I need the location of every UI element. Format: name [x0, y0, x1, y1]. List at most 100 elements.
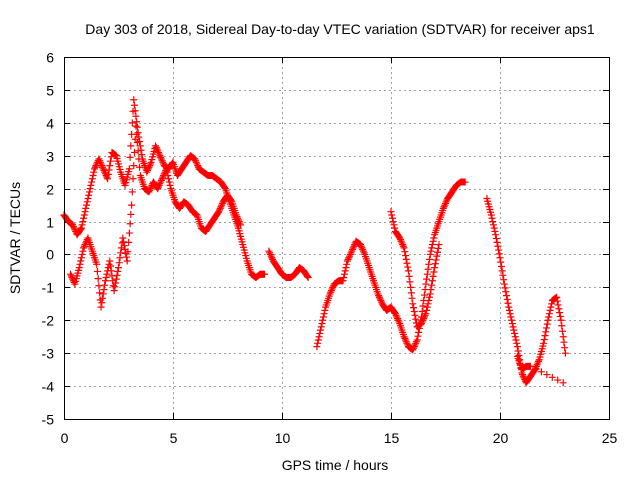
- data-point: [130, 148, 138, 156]
- data-point: [155, 150, 163, 158]
- data-point: [344, 255, 352, 263]
- data-point: [540, 339, 548, 347]
- data-point: [403, 259, 411, 267]
- data-point: [80, 214, 88, 222]
- data-point: [144, 167, 152, 175]
- data-point: [237, 221, 245, 229]
- data-point: [502, 288, 510, 296]
- data-point: [84, 195, 92, 203]
- plot-frame: [64, 57, 610, 420]
- y-tick-label: 0: [46, 247, 54, 263]
- data-point: [348, 247, 356, 255]
- data-point: [500, 280, 508, 288]
- data-point: [215, 208, 223, 216]
- data-point: [146, 160, 154, 168]
- data-point: [267, 252, 275, 260]
- data-point: [314, 336, 322, 344]
- data-point: [429, 237, 437, 245]
- data-point: [427, 247, 435, 255]
- data-point: [489, 221, 497, 229]
- data-point: [423, 306, 431, 314]
- data-point: [543, 324, 551, 332]
- data-point: [510, 326, 518, 334]
- data-point: [555, 305, 563, 313]
- data-point: [104, 170, 112, 178]
- data-point: [432, 256, 440, 264]
- data-point: [412, 338, 420, 346]
- y-tick-label: 5: [46, 83, 54, 99]
- data-point: [120, 242, 128, 250]
- data-point: [548, 373, 556, 381]
- data-point: [410, 344, 418, 352]
- data-point: [488, 214, 496, 222]
- series-branch-7: [513, 352, 567, 387]
- data-point: [399, 241, 407, 249]
- data-point: [99, 165, 107, 173]
- data-point: [130, 96, 138, 104]
- data-point: [266, 250, 274, 258]
- data-point: [492, 231, 500, 239]
- data-point: [134, 129, 142, 137]
- data-point: [504, 299, 512, 307]
- data-point: [407, 283, 415, 291]
- data-point: [114, 267, 122, 275]
- data-point: [404, 263, 412, 271]
- data-point: [135, 155, 143, 163]
- data-point: [400, 333, 408, 341]
- data-point: [505, 303, 513, 311]
- data-point: [350, 242, 358, 250]
- data-point: [375, 293, 383, 301]
- data-point: [497, 263, 505, 271]
- data-point: [318, 320, 326, 328]
- data-point: [402, 336, 410, 344]
- data-point: [97, 160, 105, 168]
- data-point: [495, 250, 503, 258]
- data-point: [375, 292, 383, 300]
- data-point: [88, 178, 96, 186]
- data-point: [321, 306, 329, 314]
- data-point: [265, 247, 273, 255]
- data-point: [498, 267, 506, 275]
- data-point: [340, 270, 348, 278]
- data-point: [107, 262, 115, 270]
- data-point: [236, 219, 244, 227]
- data-point: [402, 255, 410, 263]
- data-point: [429, 272, 437, 280]
- data-point: [146, 185, 154, 193]
- data-point: [487, 211, 495, 219]
- data-point: [133, 139, 141, 147]
- data-point: [359, 246, 367, 254]
- data-point: [328, 285, 336, 293]
- data-point: [315, 333, 323, 341]
- data-point: [428, 244, 436, 252]
- data-point: [97, 303, 105, 311]
- data-point: [99, 163, 107, 171]
- data-point: [544, 316, 552, 324]
- data-point: [91, 163, 99, 171]
- data-point: [112, 279, 120, 287]
- data-point: [554, 376, 562, 384]
- data-point: [346, 250, 354, 258]
- y-tick-label: -5: [42, 412, 55, 428]
- y-tick-label: -3: [42, 346, 55, 362]
- data-point: [400, 244, 408, 252]
- data-point: [146, 186, 154, 194]
- data-point: [507, 313, 515, 321]
- data-point: [421, 311, 429, 319]
- data-point: [420, 315, 428, 323]
- data-point: [553, 293, 561, 301]
- data-point: [261, 270, 269, 278]
- data-point: [119, 234, 127, 242]
- data-point: [422, 280, 430, 288]
- data-point: [497, 258, 505, 266]
- data-point: [165, 178, 173, 186]
- data-point: [407, 289, 415, 297]
- x-tick-label: 10: [275, 430, 291, 446]
- data-point: [128, 201, 136, 209]
- data-point: [158, 175, 166, 183]
- y-tick-label: 1: [46, 215, 54, 231]
- x-tick-label: 0: [61, 430, 69, 446]
- data-point: [426, 293, 434, 301]
- data-point: [234, 216, 242, 224]
